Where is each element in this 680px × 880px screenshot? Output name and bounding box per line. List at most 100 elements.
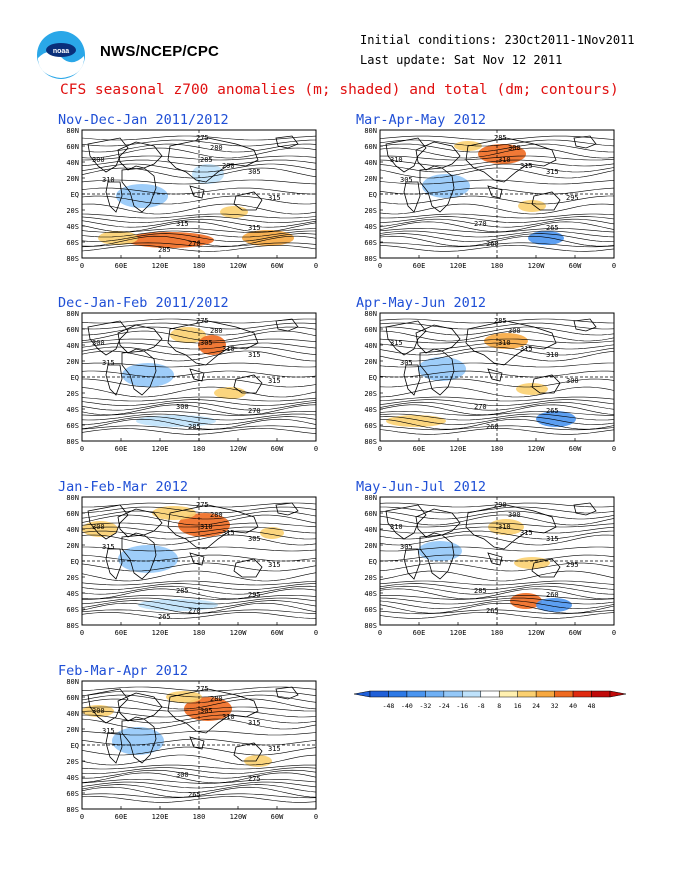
lon-tick-label: 120E bbox=[450, 262, 467, 270]
lat-tick-label: 60N bbox=[364, 143, 377, 151]
colorbar-swatch bbox=[498, 690, 518, 698]
lat-tick-label: 60N bbox=[66, 326, 79, 334]
lat-tick-label: EQ bbox=[369, 191, 377, 199]
contour-label: 270 bbox=[474, 220, 487, 228]
contour-label: 310 bbox=[498, 339, 511, 347]
contour-label: 305 bbox=[400, 543, 413, 551]
anomaly-shade bbox=[198, 335, 226, 355]
lat-tick-label: 40S bbox=[66, 406, 79, 414]
contour-line bbox=[81, 213, 317, 219]
contour-line bbox=[379, 514, 615, 526]
coastline bbox=[419, 167, 455, 213]
contour-label: 275 bbox=[196, 501, 209, 509]
contour-label: 285 bbox=[200, 156, 213, 164]
contour-label: 315 bbox=[248, 351, 261, 359]
contour-label: 310 bbox=[222, 713, 235, 721]
lon-tick-label: 60E bbox=[115, 813, 128, 821]
coastline bbox=[385, 137, 427, 173]
lon-tick-label: 0 bbox=[80, 813, 84, 821]
lon-tick-label: 180 bbox=[491, 445, 504, 453]
coastline bbox=[403, 548, 421, 580]
lat-tick-label: 60S bbox=[364, 239, 377, 247]
anomaly-shade bbox=[418, 357, 466, 381]
colorbar-swatch bbox=[443, 690, 463, 698]
lon-tick-label: 180 bbox=[193, 629, 206, 637]
anomaly-shade bbox=[484, 333, 528, 349]
colorbar-tick-label: 8 bbox=[497, 702, 501, 710]
contour-label: 280 bbox=[210, 511, 223, 519]
contour-label: 315 bbox=[546, 535, 559, 543]
contour-line bbox=[81, 155, 317, 161]
contour-line bbox=[81, 786, 317, 798]
contour-line bbox=[81, 570, 317, 582]
lat-tick-label: 40S bbox=[364, 590, 377, 598]
lat-tick-label: 20S bbox=[364, 207, 377, 215]
panel-title: Jan-Feb-Mar 2012 bbox=[58, 479, 189, 495]
lat-tick-label: 60N bbox=[66, 510, 79, 518]
contour-label: 260 bbox=[486, 240, 499, 248]
colorbar-swatch bbox=[406, 690, 426, 698]
contour-line bbox=[81, 718, 317, 730]
lat-tick-label: 40S bbox=[66, 590, 79, 598]
contour-line bbox=[81, 580, 317, 586]
anomaly-shade bbox=[138, 599, 218, 611]
coastline bbox=[275, 686, 299, 700]
lat-tick-label: EQ bbox=[71, 191, 79, 199]
contour-label: 300 bbox=[92, 523, 105, 531]
contour-label: 300 bbox=[176, 771, 189, 779]
contour-line bbox=[379, 346, 615, 356]
colorbar-tick-label: 40 bbox=[569, 702, 577, 710]
lat-tick-label: EQ bbox=[369, 374, 377, 382]
lon-tick-label: 120E bbox=[152, 262, 169, 270]
coastline bbox=[105, 181, 123, 213]
lon-tick-label: 120E bbox=[152, 813, 169, 821]
lon-tick-label: 120E bbox=[152, 629, 169, 637]
lat-tick-label: EQ bbox=[71, 374, 79, 382]
contour-label: 270 bbox=[188, 607, 201, 615]
coastline bbox=[121, 350, 157, 396]
coastline bbox=[233, 374, 263, 394]
panel-title: Apr-May-Jun 2012 bbox=[356, 295, 487, 311]
contour-label: 285 bbox=[474, 587, 487, 595]
panel-djf: Dec-Jan-Feb 2011/2012 275 280 305 310 300 315… bbox=[58, 295, 328, 467]
anomaly-shade bbox=[98, 231, 138, 245]
contour-line bbox=[81, 530, 317, 540]
contour-label: 265 bbox=[546, 224, 559, 232]
contour-label: 315 bbox=[248, 719, 261, 727]
contour-line bbox=[81, 386, 317, 398]
anomaly-shade bbox=[136, 415, 216, 427]
lat-tick-label: 40N bbox=[364, 342, 377, 350]
contour-line bbox=[379, 570, 615, 582]
anomaly-shade bbox=[422, 174, 470, 198]
lat-tick-label: 20N bbox=[66, 726, 79, 734]
lon-tick-label: 0 bbox=[314, 813, 318, 821]
lat-tick-label: 40N bbox=[364, 159, 377, 167]
contour-label: 280 bbox=[210, 695, 223, 703]
colorbar-tick-label: -24 bbox=[438, 702, 450, 710]
coastline bbox=[117, 324, 163, 354]
lon-tick-label: 120W bbox=[230, 813, 248, 821]
lon-tick-label: 180 bbox=[491, 262, 504, 270]
colorbar-tick-label: -32 bbox=[420, 702, 432, 710]
contour-label: 275 bbox=[196, 317, 209, 325]
contour-label: 285 bbox=[176, 587, 189, 595]
lon-tick-label: 60W bbox=[271, 813, 284, 821]
lon-tick-label: 180 bbox=[193, 262, 206, 270]
lon-tick-label: 60W bbox=[271, 629, 284, 637]
contour-line bbox=[379, 143, 615, 153]
contour-label: 260 bbox=[486, 423, 499, 431]
lon-tick-label: 0 bbox=[378, 262, 382, 270]
initial-conditions: Initial conditions: 23Oct2011-1Nov2011 bbox=[360, 33, 635, 47]
lon-tick-label: 0 bbox=[80, 629, 84, 637]
contour-label: 295 bbox=[248, 591, 261, 599]
contour-line bbox=[81, 767, 317, 774]
contour-label: 265 bbox=[486, 607, 499, 615]
lat-tick-label: 20N bbox=[66, 542, 79, 550]
anomaly-shade bbox=[112, 727, 164, 755]
lat-tick-label: 40S bbox=[364, 223, 377, 231]
contour-label: 315 bbox=[520, 529, 533, 537]
coastline bbox=[121, 167, 157, 213]
lon-tick-label: 0 bbox=[612, 629, 616, 637]
